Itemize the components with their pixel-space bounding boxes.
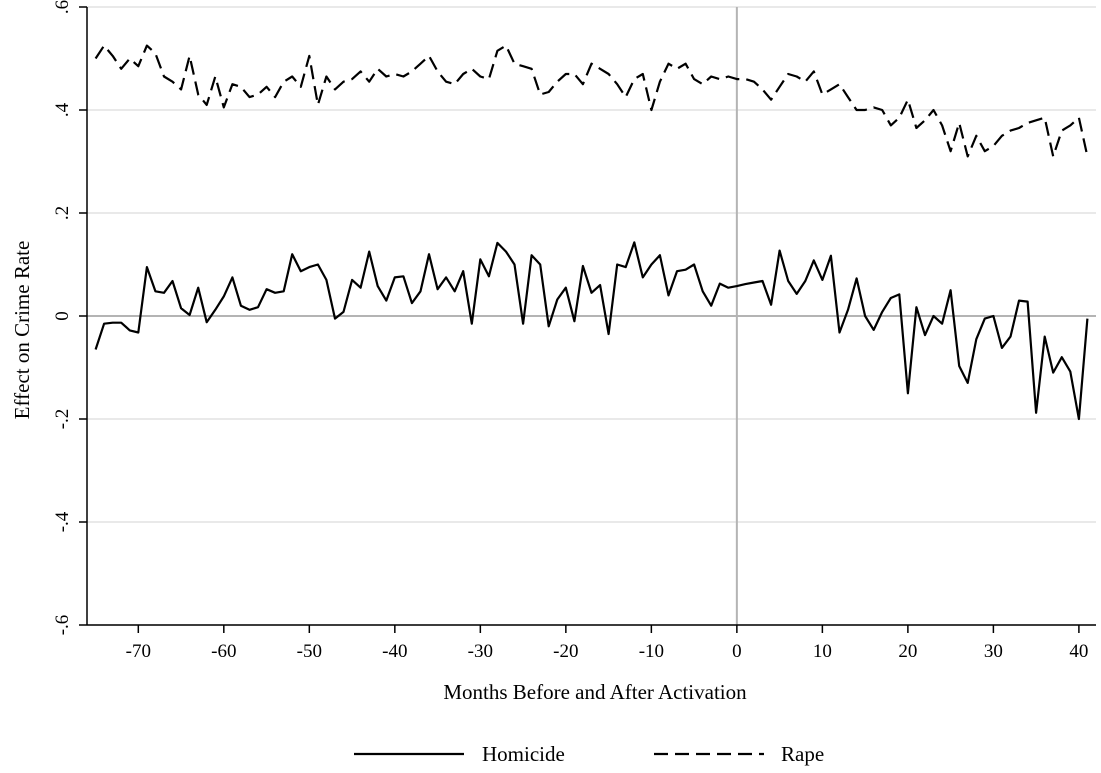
- series-line-rape: [94, 44, 1089, 158]
- series-line-homicide: [94, 241, 1089, 421]
- y-tick-label: -.6: [52, 615, 73, 636]
- x-tick-label: 20: [898, 641, 917, 662]
- y-tick-label: 0: [52, 311, 73, 321]
- y-tick-label: .6: [52, 0, 73, 14]
- legend: Homicide Rape: [354, 742, 824, 766]
- x-tick-label: 40: [1069, 641, 1088, 662]
- x-tick-label: -10: [639, 641, 664, 662]
- tick-labels: -.6 -.4 -.2 0 .2 .4 .6 -70 -60 -50 -40 -30 -20 -10 0 10…: [52, 0, 1088, 662]
- axes: [79, 6, 1096, 633]
- y-tick-label: .2: [52, 206, 73, 220]
- x-tick-label: -40: [382, 641, 407, 662]
- y-tick-label: .4: [52, 102, 73, 117]
- legend-label-homicide: Homicide: [482, 742, 565, 766]
- x-tick-label: -60: [211, 641, 236, 662]
- x-axis-title: Months Before and After Activation: [443, 680, 747, 704]
- x-tick-label: 10: [813, 641, 832, 662]
- x-tick-label: 30: [984, 641, 1003, 662]
- x-tick-label: -70: [126, 641, 151, 662]
- x-tick-label: -30: [468, 641, 493, 662]
- legend-label-rape: Rape: [781, 742, 824, 766]
- y-tick-label: -.4: [52, 511, 73, 532]
- x-tick-label: 0: [732, 641, 742, 662]
- reference-lines: [87, 7, 1096, 625]
- x-tick-label: -20: [553, 641, 578, 662]
- y-tick-label: -.2: [52, 409, 73, 430]
- y-axis-title: Effect on Crime Rate: [10, 241, 34, 420]
- x-tick-label: -50: [297, 641, 322, 662]
- series-lines: [94, 44, 1089, 421]
